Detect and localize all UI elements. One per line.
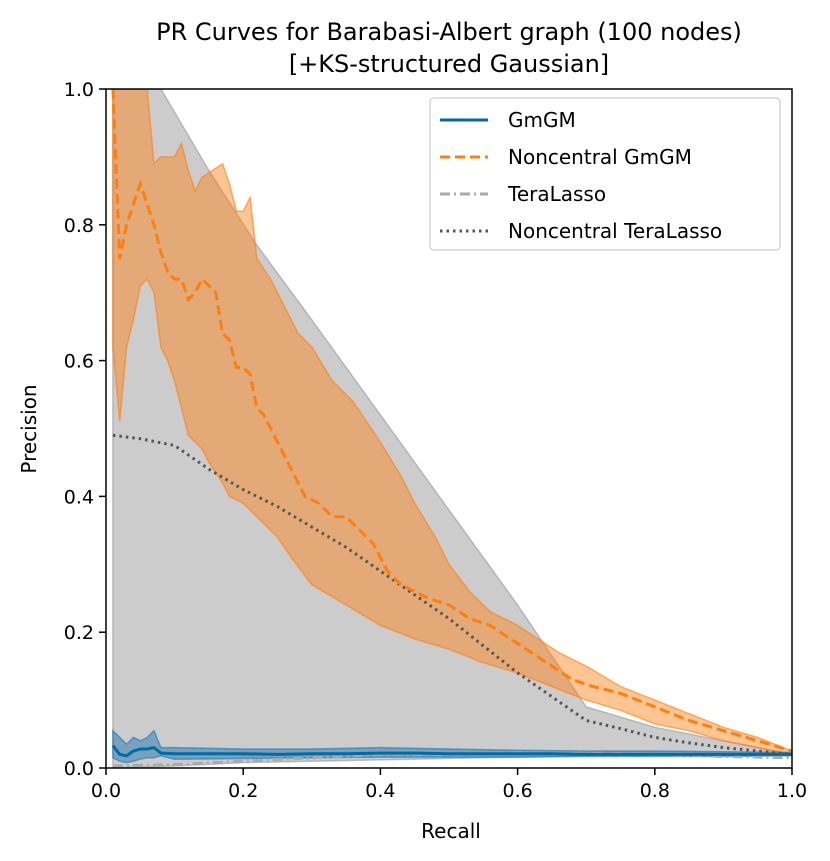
legend: GmGM Noncentral GmGM TeraLasso Noncentral T… [429, 97, 781, 251]
y-tick-label: 0.2 [64, 622, 94, 644]
legend-label-noncentral-gmgm: Noncentral GmGM [508, 145, 692, 169]
gmgm-line [111, 744, 792, 758]
y-tick-label: 1.0 [64, 79, 94, 101]
y-tick-label: 0.4 [64, 486, 94, 508]
plot-area [111, 89, 792, 768]
x-tick-label: 1.0 [777, 780, 807, 802]
plot-content [111, 89, 792, 768]
x-axis-label: Recall [421, 819, 481, 843]
axes-frame [105, 88, 793, 769]
legend-label-gmgm: GmGM [508, 108, 576, 132]
x-tick-label: 0.8 [640, 780, 670, 802]
x-tick-label: 0.4 [365, 780, 395, 802]
chart-title-line2: [+KS-structured Gaussian] [289, 50, 609, 78]
y-tick-label: 0.6 [64, 351, 94, 373]
x-tick-label: 0.2 [228, 780, 258, 802]
chart-title-line1: PR Curves for Barabasi-Albert graph (100… [156, 18, 742, 46]
legend-label-noncentral-teralasso: Noncentral TeraLasso [508, 219, 722, 243]
teralasso-confidence-band [112, 89, 792, 768]
y-axis-label: Precision [17, 384, 41, 473]
x-tick-label: 0.0 [91, 780, 121, 802]
axes: 0.0 0.2 0.4 0.6 0.8 1.0 0.0 0.2 0.4 0.6 0.8 1.0 [64, 79, 807, 802]
noncentral-gmgm-line [111, 89, 792, 753]
chart-title: PR Curves for Barabasi-Albert graph (100… [156, 18, 742, 78]
y-tick-label: 0.0 [64, 758, 94, 780]
legend-box [429, 97, 781, 251]
noncentral-teralasso-line [112, 433, 792, 756]
legend-label-teralasso: TeraLasso [507, 182, 606, 206]
y-tick-label: 0.8 [64, 215, 94, 237]
x-tick-label: 0.6 [502, 780, 532, 802]
